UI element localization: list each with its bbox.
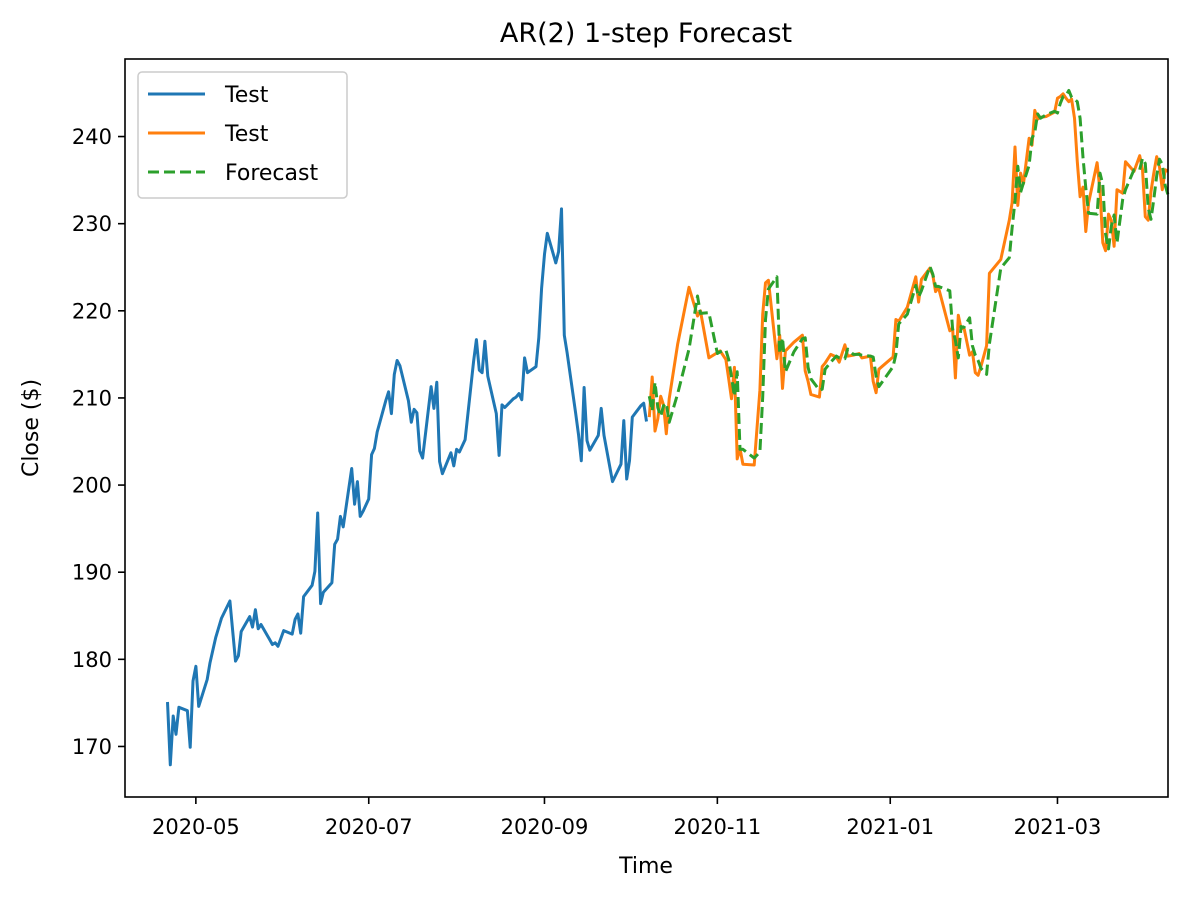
y-axis: 170 180 190 200 210 220 230 240 — [72, 125, 125, 759]
y-tick-label: 240 — [72, 125, 112, 149]
legend-label-1: Test — [224, 122, 269, 147]
x-tick-label: 2021-01 — [846, 815, 934, 839]
x-tick-label: 2020-11 — [673, 815, 761, 839]
legend-label-0: Test — [224, 83, 269, 108]
y-tick-label: 230 — [72, 212, 112, 236]
x-tick-label: 2021-03 — [1014, 815, 1102, 839]
y-tick-label: 190 — [72, 561, 112, 585]
y-tick-label: 200 — [72, 474, 112, 498]
series-line-0 — [166, 207, 648, 767]
y-tick-label: 210 — [72, 386, 112, 410]
series-line-2 — [647, 88, 1170, 460]
y-tick-label: 170 — [72, 735, 112, 759]
series-layer — [166, 88, 1170, 767]
legend-label-2: Forecast — [225, 161, 318, 186]
x-axis-label: Time — [618, 854, 673, 879]
legend: Test Test Forecast — [137, 71, 348, 199]
y-axis-label: Close ($) — [19, 379, 44, 477]
x-tick-label: 2020-07 — [325, 815, 413, 839]
y-tick-label: 180 — [72, 648, 112, 672]
y-tick-label: 220 — [72, 299, 112, 323]
series-line-1 — [647, 92, 1169, 467]
x-axis: 2020-05 2020-07 2020-09 2020-11 2021-01 2021-… — [152, 797, 1101, 839]
x-tick-label: 2020-09 — [501, 815, 589, 839]
chart-title: AR(2) 1-step Forecast — [500, 18, 792, 49]
plot-area-frame — [124, 58, 1169, 798]
legend-box — [137, 71, 348, 199]
x-tick-label: 2020-05 — [152, 815, 240, 839]
